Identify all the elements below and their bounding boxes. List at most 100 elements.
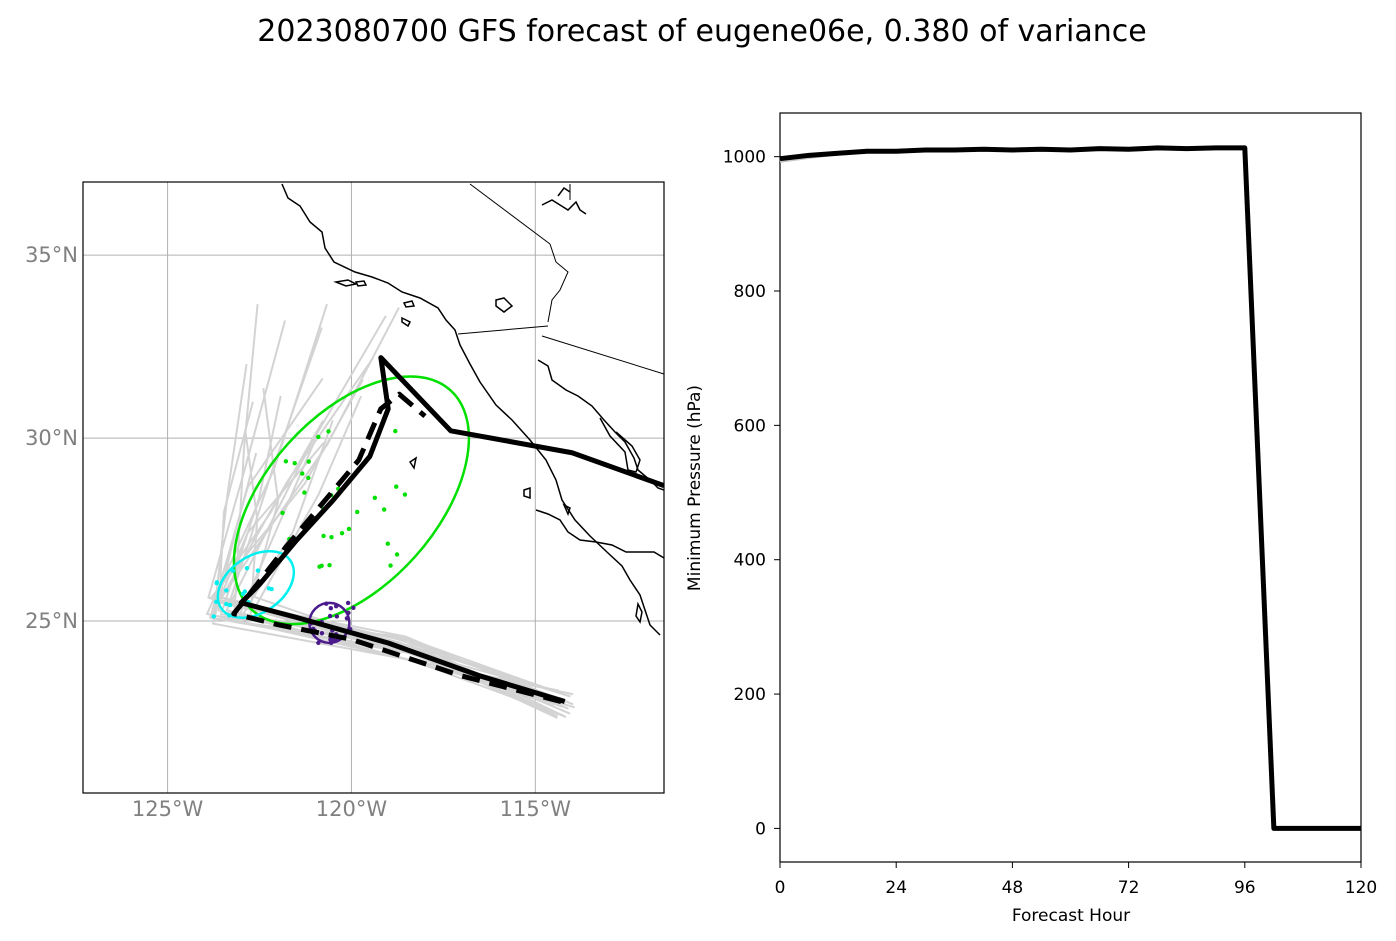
y-tick-label: 1000	[723, 148, 766, 168]
cluster-point-cyan	[211, 614, 216, 619]
cluster-point-purple	[327, 613, 333, 619]
figure-title: 2023080700 GFS forecast of eugene06e, 0.…	[257, 14, 1146, 49]
cluster-point-purple	[334, 614, 340, 619]
coastline-sinaloa	[535, 509, 664, 559]
cluster-point-green	[316, 434, 321, 440]
cluster-point-green	[329, 534, 334, 540]
y-tick-label: 0	[755, 819, 766, 839]
y-tick-label: 400	[734, 551, 766, 571]
cluster-point-purple	[328, 606, 334, 611]
track-map-panel: 125°W 120°W 115°W 35°N 30°N 25°N	[25, 181, 665, 821]
island-6	[408, 456, 418, 470]
mean-tracks	[231, 355, 664, 704]
cluster-point-cyan	[224, 588, 229, 593]
pressure-panel: 0 24 48 72 96 120 0 200 400 600 800 1000 Forecast H…	[685, 112, 1377, 926]
cluster-point-cyan	[240, 591, 246, 597]
island-3	[402, 300, 416, 308]
x-tick-label: 48	[1002, 878, 1024, 898]
lon-tick-label: 115°W	[500, 797, 572, 821]
island-7	[523, 486, 531, 500]
island-5	[495, 297, 514, 313]
map-background	[83, 182, 664, 793]
island-9	[635, 601, 643, 624]
cluster-point-purple	[344, 616, 350, 621]
pressure-frame	[779, 112, 1362, 863]
x-tick-label: 72	[1118, 878, 1140, 898]
cluster-point-cyan	[269, 586, 274, 592]
cluster-point-green	[346, 526, 352, 532]
cluster-point-purple	[346, 610, 351, 615]
y-tick-label: 200	[734, 685, 766, 705]
coastline-gulf-west	[599, 417, 641, 473]
cluster-point-green	[381, 507, 387, 512]
cluster-point-cyan	[227, 602, 233, 608]
cluster-point-green	[280, 510, 285, 516]
cluster-point-cyan	[227, 613, 232, 618]
x-tick-label: 0	[775, 878, 786, 898]
y-tick-label: 600	[734, 416, 766, 436]
pressure-lines	[779, 145, 1361, 831]
cluster-point-purple	[329, 640, 334, 646]
cluster-point-green	[327, 562, 332, 568]
cluster-point-green	[355, 509, 360, 515]
border-sonora	[541, 335, 664, 375]
cluster-point-cyan	[214, 599, 219, 605]
lat-tick-label: 35°N	[25, 243, 78, 267]
coastline-california-baja	[281, 183, 661, 636]
lon-tick-label: 125°W	[132, 797, 204, 821]
cluster-point-green	[339, 530, 345, 536]
inland-feature-2	[557, 186, 571, 197]
cluster-point-green	[283, 459, 289, 464]
cluster-point-purple	[324, 601, 329, 606]
coastlines-and-borders	[281, 183, 664, 636]
cluster-point-cyan	[224, 601, 229, 607]
cluster-point-purple	[316, 640, 321, 646]
border-ca-nv	[469, 183, 551, 245]
cluster-ellipses	[216, 375, 471, 645]
x-tick-label: 24	[885, 878, 907, 898]
lon-tick-label: 120°W	[316, 797, 388, 821]
cluster-point-green	[306, 475, 311, 481]
cluster-point-purple	[319, 630, 325, 636]
cluster-point-green	[306, 459, 311, 464]
cluster-point-green	[372, 495, 378, 501]
cluster-ellipse-green	[232, 375, 471, 626]
mean-track-dashed	[231, 391, 562, 704]
cluster-point-green	[388, 563, 393, 568]
lat-tick-label: 25°N	[25, 609, 78, 633]
y-tick-label: 800	[734, 282, 766, 302]
pressure-xlabel: Forecast Hour	[1012, 906, 1130, 926]
cluster-point-cyan	[244, 566, 250, 571]
mean-track-solid	[238, 355, 664, 704]
island-4	[401, 316, 412, 328]
cluster-point-green	[326, 429, 331, 434]
island-2	[354, 280, 368, 287]
pressure-mean-line	[779, 145, 1361, 831]
cluster-point-green	[292, 461, 297, 466]
pressure-ticks: 0 24 48 72 96 120 0 200 400 600 800 1000	[723, 148, 1377, 898]
border-colorado-river	[547, 243, 569, 323]
cluster-point-purple	[333, 604, 339, 609]
cluster-point-green	[385, 541, 390, 546]
cluster-point-cyan	[230, 568, 236, 573]
inland-feature-1	[541, 199, 587, 215]
cluster-point-green	[402, 492, 408, 497]
border-us-mexico	[457, 325, 549, 335]
cluster-ellipse-cyan	[216, 549, 296, 619]
cluster-point-cyan	[214, 581, 219, 586]
cluster-point-purple	[351, 605, 356, 611]
island-8	[562, 503, 571, 517]
x-tick-label: 96	[1234, 878, 1256, 898]
cluster-point-green	[321, 533, 326, 539]
cluster-point-green	[319, 563, 324, 568]
lat-tick-label: 30°N	[25, 426, 78, 450]
cluster-point-green	[302, 490, 307, 495]
cluster-point-cyan	[255, 568, 261, 573]
cluster-point-green	[300, 471, 305, 476]
cluster-point-green	[394, 484, 399, 489]
map-gridlines	[83, 182, 664, 793]
cluster-point-green	[394, 552, 400, 557]
x-tick-label: 120	[1345, 878, 1377, 898]
pressure-ylabel: Minimum Pressure (hPa)	[685, 385, 705, 591]
